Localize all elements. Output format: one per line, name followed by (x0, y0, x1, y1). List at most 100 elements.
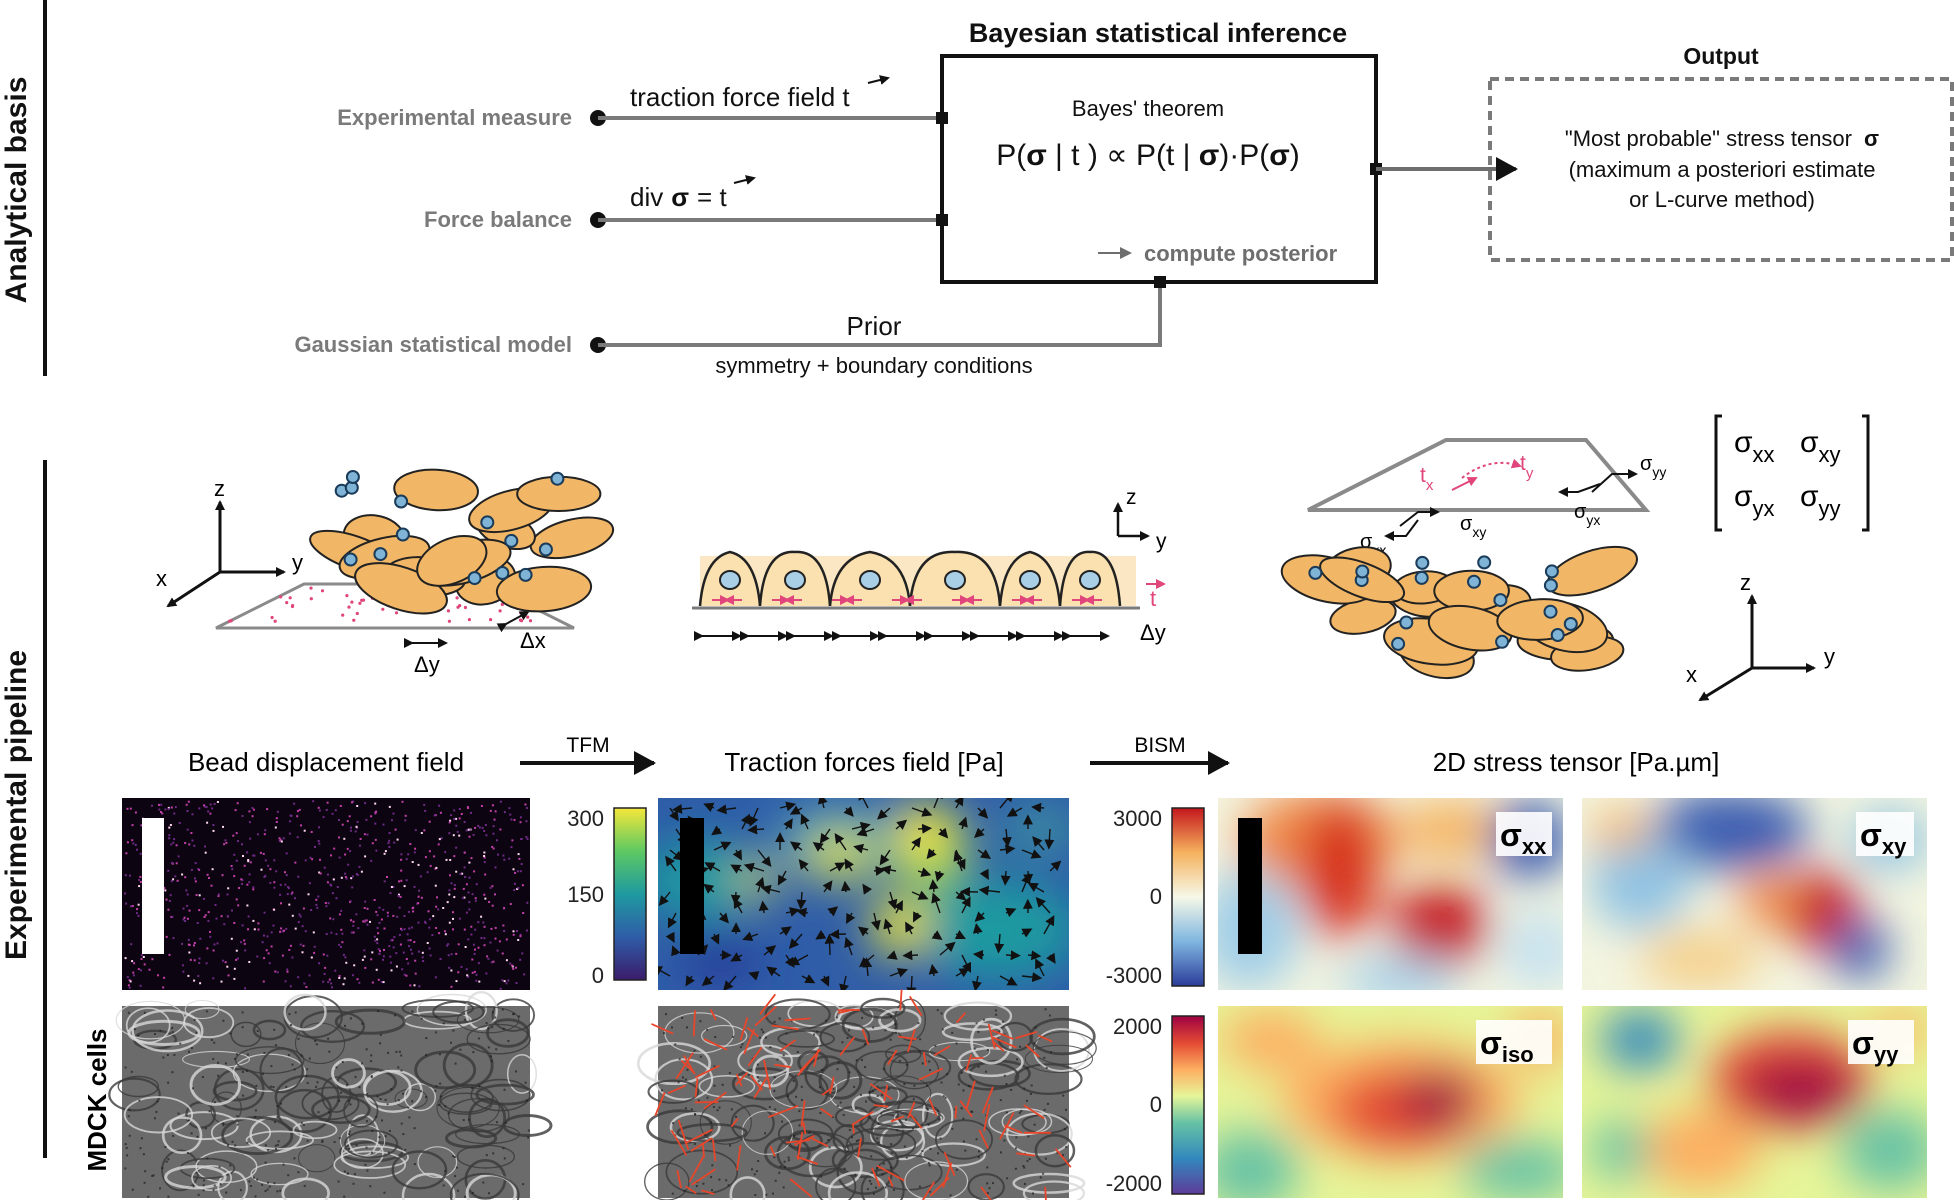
colorbar-stress-bottom (1171, 1015, 1205, 1195)
cells-cluster-right (1280, 545, 1638, 680)
traction-overlay-arrows (651, 989, 1072, 1200)
output-line3: or L-curve method) (1629, 187, 1815, 212)
stress-arrow-right2 (1558, 483, 1601, 497)
cell-nucleus (495, 566, 510, 580)
label-sxy: σxy (1460, 513, 1486, 540)
cb-stress-top-max: 3000 (1113, 806, 1162, 831)
bead-dot (352, 618, 356, 622)
cell-nucleus (784, 570, 806, 590)
bead-dot (350, 600, 354, 604)
axis-mid-y: y (1156, 530, 1167, 553)
compute-posterior-label: compute posterior (1144, 241, 1338, 266)
cell-nucleus (1308, 565, 1323, 580)
tx-ty-link (1461, 458, 1522, 479)
bead-dot (446, 609, 450, 613)
cell-nucleus (550, 471, 565, 486)
label-gaussian-model: Gaussian statistical model (294, 332, 572, 357)
cell-nucleus (1467, 574, 1481, 589)
cell-nucleus (1415, 555, 1430, 570)
bead-dot (355, 611, 359, 616)
bead-dot (381, 607, 385, 611)
cell-nucleus (1414, 570, 1429, 585)
vector-arrow-traction (867, 75, 890, 85)
stress-arrow-left2 (1399, 507, 1440, 527)
bead-image (122, 798, 530, 990)
cell-nucleus (480, 515, 495, 530)
badge-sigma-xy-text: σxy (1860, 817, 1907, 859)
bead-dot (394, 611, 399, 615)
stress-arrow-right (1591, 469, 1638, 493)
cell-nucleus (1544, 564, 1559, 579)
cell-monolayer (692, 550, 1140, 610)
cell-nucleus (1079, 570, 1101, 590)
cells-cluster-left (309, 468, 615, 615)
tx-arrow (1451, 477, 1478, 491)
bead-dot (347, 605, 351, 609)
stress-plane (1307, 438, 1651, 512)
label-bism: BISM (1134, 734, 1185, 757)
badge-sigma-xy (1856, 812, 1914, 856)
cell-nucleus (1543, 604, 1558, 619)
cb-stress-bottom-mid: 0 (1150, 1092, 1162, 1117)
axes-right: z y x (1686, 570, 1835, 702)
cell-nucleus (467, 571, 482, 586)
colorbar-traction (613, 807, 647, 981)
cb-stress-bottom-min: -2000 (1106, 1171, 1162, 1196)
bead-dot (358, 601, 362, 605)
bead-dot (526, 615, 530, 619)
bead-dot (467, 618, 471, 622)
badge-sigma-iso (1476, 1020, 1552, 1064)
mdck-texture (108, 991, 553, 1200)
bead-dot (291, 604, 295, 608)
port-traction (936, 112, 948, 124)
bead-dot (500, 602, 504, 607)
bead-dot (309, 586, 313, 590)
bead-dot (447, 619, 451, 623)
label-force-balance: Force balance (424, 207, 572, 232)
port-force-balance (936, 214, 948, 226)
bead-dot (458, 604, 462, 608)
axis-left-x: x (156, 566, 167, 591)
label-tx: tx (1420, 464, 1434, 494)
wire-label-traction: traction force field t (630, 82, 850, 112)
axis-right-x: x (1686, 662, 1697, 687)
stress-scale-bar (1238, 818, 1262, 954)
delta-y-left: Δy (414, 652, 440, 677)
cell-nucleus (538, 542, 553, 557)
cell-nucleus (1493, 593, 1508, 608)
cell-nucleus (859, 570, 881, 590)
cell-nucleus (1399, 615, 1414, 630)
bead-dot (309, 597, 313, 601)
cell-nucleus (1355, 564, 1370, 579)
cell-nucleus (518, 567, 533, 582)
bead-dot (360, 598, 364, 603)
bead-dot (229, 619, 233, 623)
wire-label-div: div σ = t (630, 182, 727, 212)
matrix-xx: σxx (1734, 426, 1775, 467)
bead-dot (498, 609, 502, 613)
bead-dot (273, 619, 277, 623)
cell-nucleus (395, 527, 410, 542)
cell-nucleus (394, 494, 409, 509)
label-analytical-basis: Analytical basis (0, 77, 33, 304)
cell-nucleus (1543, 578, 1558, 593)
traction-scale-bar (680, 818, 704, 954)
label-experimental-pipeline: Experimental pipeline (0, 650, 33, 960)
output-title: Output (1683, 43, 1759, 69)
cell-nucleus (944, 570, 966, 590)
title-bead-displacement: Bead displacement field (188, 747, 464, 777)
cell (416, 534, 488, 587)
title-stress-tensor: 2D stress tensor [Pa.µm] (1433, 747, 1720, 777)
title-traction-field: Traction forces field [Pa] (724, 747, 1003, 777)
label-ty: ty (1520, 452, 1534, 482)
bead-dot (520, 619, 524, 623)
bead-dot (285, 601, 289, 605)
axis-right-y: y (1824, 644, 1835, 669)
cb-stress-top-min: -3000 (1106, 963, 1162, 988)
cell-nucleus (1550, 628, 1565, 642)
wire-prior (598, 282, 1162, 347)
cell-nucleus (373, 547, 388, 562)
output-line2: (maximum a posteriori estimate (1569, 157, 1876, 182)
axis-right-z: z (1740, 570, 1751, 595)
